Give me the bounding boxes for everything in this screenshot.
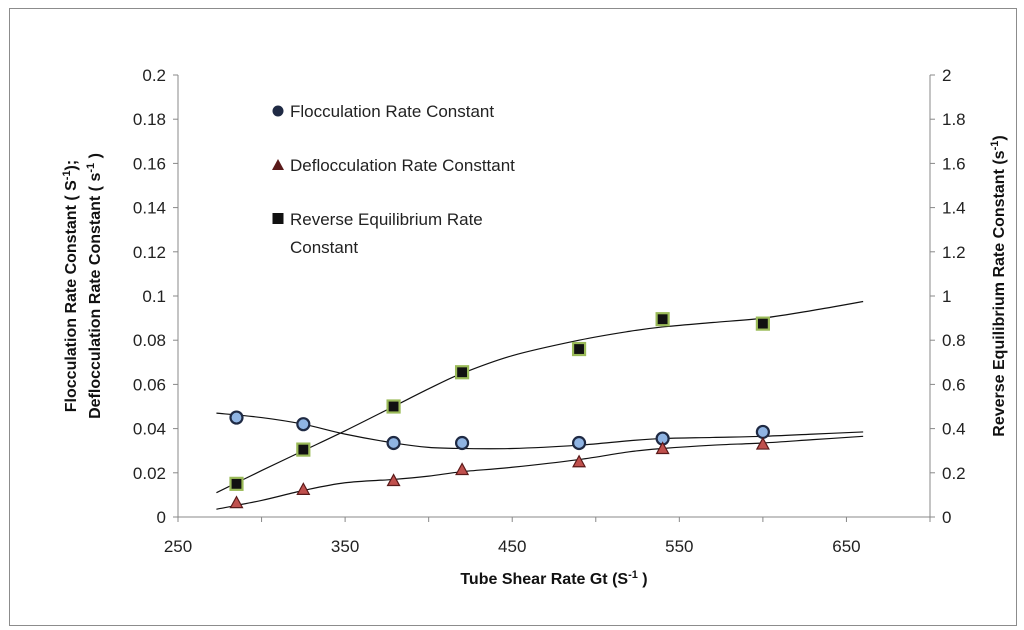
y2-tick-label: 0.6	[942, 375, 966, 394]
legend-marker-2	[272, 213, 284, 224]
data-point-series-1	[296, 482, 311, 495]
y-tick-label: 0	[157, 508, 166, 527]
y-tick-label: 0.06	[133, 375, 166, 394]
trendline-series-0	[216, 412, 864, 450]
legend-marker-0	[272, 105, 284, 117]
y-axis-label-line2: Deflocculation Rate Constant ( s-1 )	[85, 153, 104, 419]
data-point-series-2	[571, 341, 587, 357]
y2-tick-label: 1.6	[942, 154, 966, 173]
y2-tick-label: 0	[942, 508, 951, 527]
data-point-series-2	[655, 312, 670, 327]
x-axis-label: Tube Shear Rate Gt (S-1 )	[460, 569, 647, 588]
trendline-series-1	[216, 435, 864, 510]
data-point-series-1	[455, 462, 470, 476]
y-tick-label: 0.04	[133, 420, 166, 439]
legend-label-1: Deflocculation Rate Consttant	[290, 156, 515, 175]
y-tick-label: 0.08	[133, 331, 166, 350]
y2-tick-label: 2	[942, 66, 951, 85]
x-tick-label: 550	[665, 537, 693, 556]
y-tick-label: 0.1	[142, 287, 166, 306]
y-tick-label: 0.16	[133, 154, 166, 173]
y2-tick-label: 1	[942, 287, 951, 306]
legend-label-0: Flocculation Rate Constant	[290, 102, 494, 121]
data-point-series-1	[655, 441, 670, 455]
y2-tick-label: 0.4	[942, 420, 966, 439]
x-tick-label: 650	[832, 537, 860, 556]
y-tick-label: 0.2	[142, 66, 166, 85]
data-point-series-0	[386, 435, 401, 451]
data-point-series-2	[755, 316, 770, 331]
y-tick-label: 0.14	[133, 199, 166, 218]
legend-label-2-line2: Constant	[290, 238, 358, 257]
data-point-series-1	[386, 473, 401, 487]
data-point-series-1	[755, 436, 770, 450]
y-tick-label: 0.18	[133, 110, 166, 129]
data-point-series-2	[386, 399, 401, 414]
y2-tick-label: 1.4	[942, 199, 966, 218]
trendline-series-2	[216, 300, 864, 494]
data-point-series-0	[229, 410, 244, 425]
y-tick-label: 0.02	[133, 464, 166, 483]
y2-tick-label: 1.8	[942, 110, 966, 129]
data-point-series-2	[454, 365, 470, 380]
data-point-series-0	[571, 435, 587, 451]
x-tick-label: 350	[331, 537, 359, 556]
data-point-series-1	[572, 454, 587, 468]
y2-tick-label: 0.2	[942, 464, 966, 483]
data-point-series-1	[229, 495, 244, 509]
y-tick-label: 0.12	[133, 243, 166, 262]
y2-tick-label: 0.8	[942, 331, 966, 350]
chart-frame	[9, 8, 1017, 626]
legend-marker-1	[272, 159, 284, 170]
data-point-series-0	[755, 424, 770, 440]
y-axis-label-line1: Flocculation Rate Constant ( S-1);	[61, 160, 80, 412]
data-point-series-2	[296, 442, 311, 457]
data-point-series-2	[229, 476, 244, 491]
y2-tick-label: 1.2	[942, 243, 966, 262]
y2-axis-label: Reverse Equilibrium Rate Constant (s-1)	[989, 135, 1008, 436]
x-tick-label: 450	[498, 537, 526, 556]
data-point-series-0	[296, 417, 311, 432]
legend-label-2-line1: Reverse Equilibrium Rate	[290, 210, 483, 229]
data-point-series-0	[454, 435, 470, 451]
x-tick-label: 250	[164, 537, 192, 556]
